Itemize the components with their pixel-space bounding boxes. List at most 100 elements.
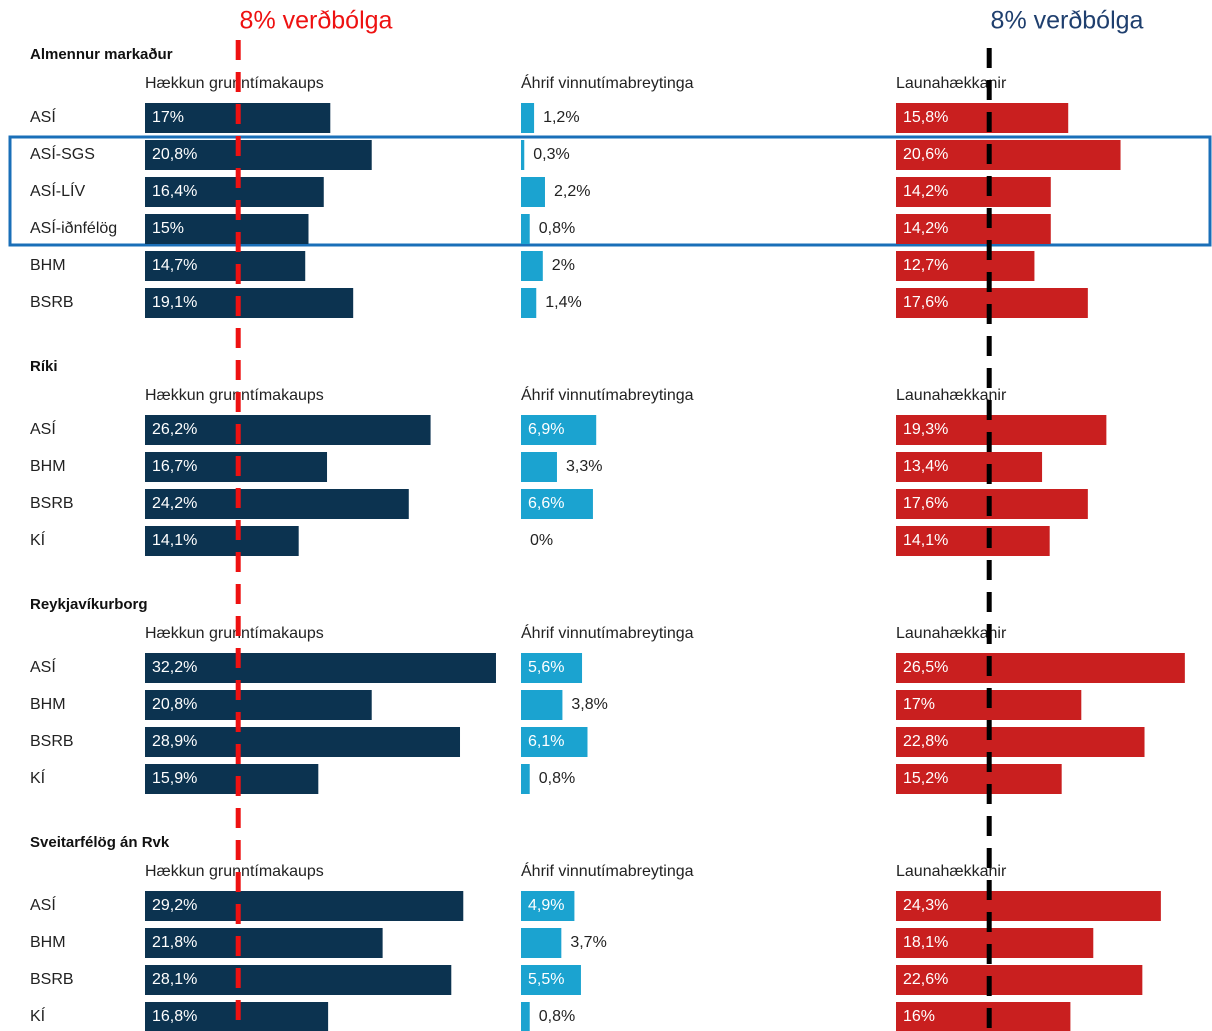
value-label: 22,8% [903,733,948,750]
value-label: 0,3% [533,146,569,163]
value-label: 6,9% [528,421,564,438]
bar [896,140,1121,170]
bar [145,965,452,995]
value-label: 0% [530,532,553,549]
value-label: 16% [903,1008,935,1025]
value-label: 14,2% [903,220,948,237]
value-label: 16,8% [152,1008,197,1025]
value-label: 4,9% [528,897,564,914]
row-label: KÍ [30,1006,46,1025]
value-label: 24,3% [903,897,948,914]
value-label: 19,1% [152,294,197,311]
row-label: ASÍ-SGS [30,144,95,163]
value-label: 18,1% [903,934,948,951]
value-label: 32,2% [152,659,197,676]
value-label: 3,8% [571,696,607,713]
row-label: KÍ [30,530,46,549]
bar [896,214,1051,244]
column-header: Áhrif vinnutímabreytinga [521,861,694,880]
column-header: Hækkun grunntímakaups [145,75,324,92]
row-label: BSRB [30,733,74,750]
row-label: BSRB [30,971,74,988]
value-label: 2,2% [554,183,590,200]
bar [145,415,431,445]
value-label: 20,6% [903,146,948,163]
bar [896,103,1069,133]
bar [896,727,1145,757]
value-label: 26,2% [152,421,197,438]
value-label: 15% [152,220,184,237]
bar [896,251,1035,281]
value-label: 12,7% [903,257,948,274]
bar [896,891,1161,921]
bar [896,1002,1071,1031]
bar [145,251,306,281]
reference-label: 8% verðbólga [240,7,393,35]
bar [896,653,1185,683]
bar [521,891,575,921]
bar [896,928,1094,958]
value-label: 24,2% [152,495,197,512]
value-label: 3,7% [570,934,606,951]
row-label: ASÍ-iðnfélög [30,218,117,237]
value-label: 5,5% [528,971,564,988]
bar [521,928,562,958]
bar [521,764,530,794]
column-header: Áhrif vinnutímabreytinga [521,73,694,92]
row-label: ASÍ [30,107,56,126]
bar [521,415,597,445]
column-header: Launahækkanir [896,75,1007,92]
value-label: 5,6% [528,659,564,676]
bar [145,891,464,921]
value-label: 17% [152,109,184,126]
bar [145,928,383,958]
bar [145,690,372,720]
bar [145,177,324,207]
bar [145,764,319,794]
row-label: BSRB [30,495,74,512]
bar [521,288,537,318]
value-label: 6,1% [528,733,564,750]
row-label: ASÍ-LÍV [30,181,85,200]
value-label: 6,6% [528,495,564,512]
group-title: Almennur markaður [30,46,173,63]
row-label: ASÍ [30,657,56,676]
bar [145,653,496,683]
value-label: 20,8% [152,146,197,163]
bar [896,526,1050,556]
value-label: 15,9% [152,770,197,787]
value-label: 15,2% [903,770,948,787]
bar [145,526,299,556]
highlight-box [8,135,1212,247]
bar [521,489,593,519]
bar [521,103,535,133]
bar [896,965,1143,995]
value-label: 1,2% [543,109,579,126]
value-label: 14,2% [903,183,948,200]
bar [521,1002,530,1031]
value-label: 1,4% [545,294,581,311]
bar [145,288,354,318]
bar [896,452,1043,482]
bar [896,415,1107,445]
column-header: Hækkun grunntímakaups [145,625,324,642]
value-label: 3,3% [566,458,602,475]
bar [521,452,557,482]
value-label: 13,4% [903,458,948,475]
value-label: 14,1% [152,532,197,549]
value-label: 16,4% [152,183,197,200]
value-label: 19,3% [903,421,948,438]
bar [521,727,588,757]
bar [521,690,563,720]
reference-label: 8% verðbólga [991,7,1144,35]
value-label: 0,8% [539,220,575,237]
bar [145,727,461,757]
value-label: 14,7% [152,257,197,274]
bar [521,177,545,207]
bar [896,288,1088,318]
value-label: 21,8% [152,934,197,951]
value-label: 20,8% [152,696,197,713]
value-label: 17% [903,696,935,713]
